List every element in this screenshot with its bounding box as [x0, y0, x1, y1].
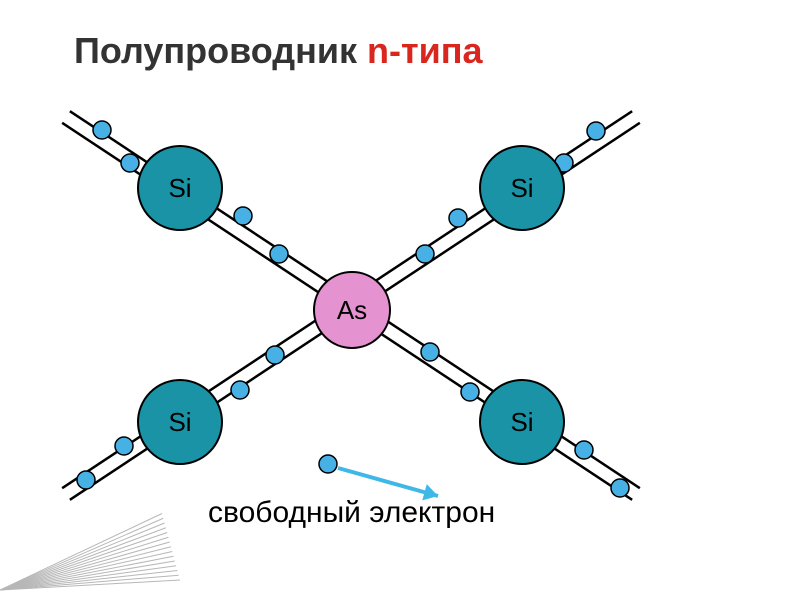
svg-text:Si: Si: [510, 407, 533, 437]
svg-text:Si: Si: [168, 173, 191, 203]
svg-text:Si: Si: [168, 407, 191, 437]
free-electron-caption: свободный электрон: [208, 496, 495, 530]
svg-text:Si: Si: [510, 173, 533, 203]
corner-decoration: [0, 510, 200, 600]
svg-text:As: As: [337, 295, 367, 325]
